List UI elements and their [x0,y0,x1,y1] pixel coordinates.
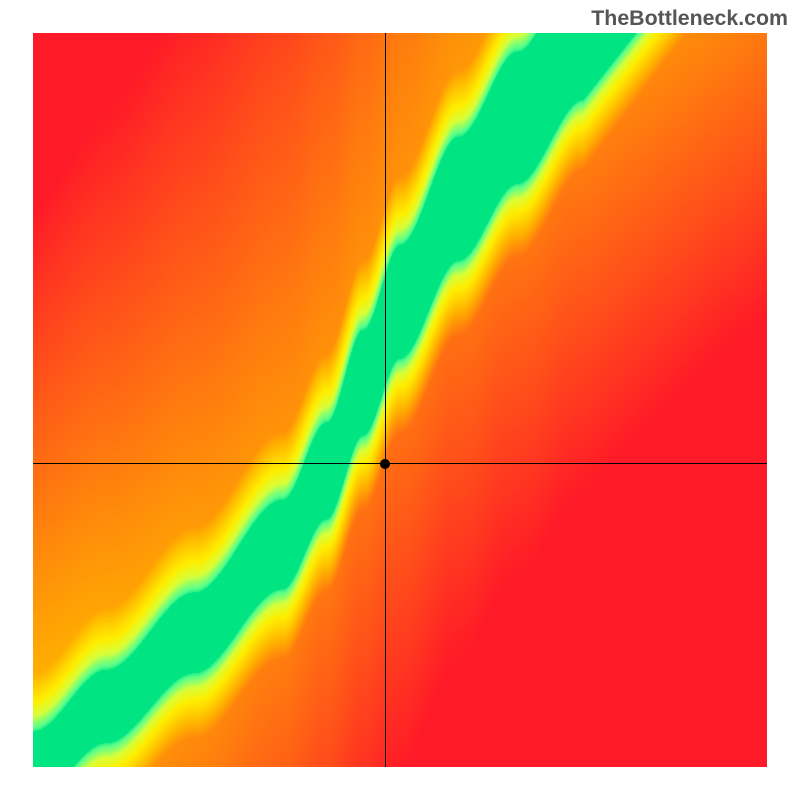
crosshair-horizontal [33,463,767,464]
plot-area [33,33,767,767]
crosshair-vertical [385,33,386,767]
heatmap-canvas [33,33,767,767]
attribution-text: TheBottleneck.com [591,6,788,31]
chart-frame: TheBottleneck.com [0,0,800,800]
crosshair-marker [380,459,390,469]
